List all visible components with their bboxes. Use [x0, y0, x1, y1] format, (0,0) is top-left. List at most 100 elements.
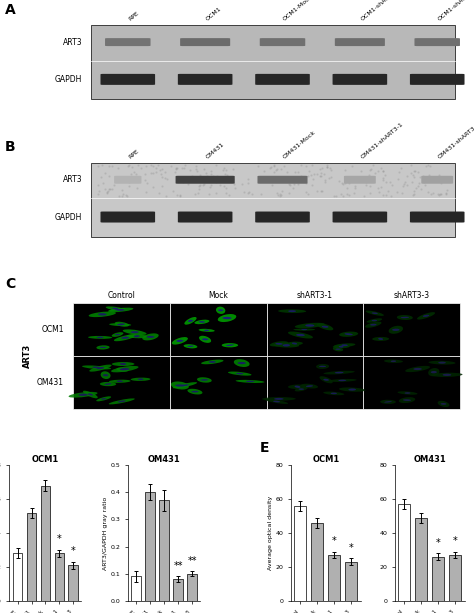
Point — [422, 180, 429, 190]
Point — [142, 188, 149, 197]
Point — [277, 177, 285, 186]
Point — [366, 165, 374, 175]
Text: OCM1-shART3-3: OCM1-shART3-3 — [437, 0, 474, 22]
Ellipse shape — [142, 333, 159, 340]
Point — [225, 190, 233, 200]
Point — [115, 164, 122, 173]
Point — [348, 161, 356, 171]
Bar — [398, 504, 410, 601]
Point — [200, 164, 208, 174]
Point — [319, 186, 326, 196]
Point — [323, 160, 330, 170]
Point — [98, 172, 105, 181]
Ellipse shape — [88, 394, 93, 395]
Ellipse shape — [378, 338, 383, 340]
FancyBboxPatch shape — [363, 303, 460, 356]
FancyBboxPatch shape — [105, 38, 151, 46]
Point — [219, 166, 227, 175]
Ellipse shape — [322, 326, 328, 328]
Point — [208, 166, 215, 176]
Ellipse shape — [372, 337, 389, 341]
Point — [147, 169, 155, 178]
Ellipse shape — [172, 337, 188, 345]
Point — [434, 189, 441, 199]
Ellipse shape — [339, 387, 365, 392]
Point — [142, 169, 149, 178]
Point — [229, 174, 237, 184]
Text: OCM1: OCM1 — [205, 6, 223, 22]
Ellipse shape — [100, 347, 107, 348]
FancyBboxPatch shape — [344, 176, 376, 184]
Bar — [187, 574, 197, 601]
Ellipse shape — [82, 365, 111, 370]
Point — [172, 164, 179, 173]
Point — [184, 179, 191, 189]
Point — [103, 188, 110, 197]
Point — [213, 172, 221, 181]
Ellipse shape — [131, 331, 139, 333]
FancyBboxPatch shape — [170, 356, 266, 409]
Bar — [131, 576, 141, 601]
Point — [104, 186, 112, 196]
Point — [333, 191, 340, 201]
Ellipse shape — [413, 368, 422, 370]
Point — [424, 188, 432, 197]
FancyBboxPatch shape — [91, 163, 456, 237]
Point — [158, 164, 166, 173]
Point — [379, 175, 387, 185]
Bar — [432, 557, 444, 601]
Text: C: C — [5, 277, 15, 291]
Ellipse shape — [301, 329, 307, 330]
Ellipse shape — [288, 384, 307, 389]
FancyBboxPatch shape — [73, 356, 170, 409]
Point — [425, 161, 432, 170]
Text: GAPDH: GAPDH — [55, 75, 82, 84]
Point — [437, 189, 444, 199]
Ellipse shape — [286, 341, 303, 345]
Bar — [311, 523, 323, 601]
Point — [337, 178, 345, 188]
Ellipse shape — [89, 311, 116, 317]
Ellipse shape — [121, 337, 129, 339]
Ellipse shape — [83, 390, 98, 398]
Ellipse shape — [114, 334, 137, 341]
Point — [212, 160, 219, 170]
Point — [384, 186, 392, 196]
Point — [193, 166, 201, 175]
Ellipse shape — [183, 344, 197, 348]
Point — [94, 189, 102, 199]
Point — [285, 180, 292, 189]
Point — [162, 167, 169, 177]
Point — [436, 175, 444, 185]
Ellipse shape — [175, 384, 184, 387]
Point — [286, 180, 294, 189]
Text: E: E — [260, 441, 269, 455]
Point — [199, 180, 207, 189]
Ellipse shape — [109, 379, 131, 383]
Y-axis label: Average optical density: Average optical density — [268, 496, 273, 570]
Point — [94, 161, 101, 171]
Point — [105, 171, 113, 181]
Ellipse shape — [226, 345, 234, 346]
Point — [403, 180, 411, 190]
Point — [362, 180, 370, 189]
Ellipse shape — [234, 359, 250, 367]
Point — [344, 183, 351, 193]
Point — [395, 167, 402, 177]
Point — [331, 191, 338, 201]
Ellipse shape — [274, 398, 283, 400]
Point — [431, 172, 438, 182]
Point — [278, 164, 285, 174]
Point — [246, 187, 253, 197]
Point — [105, 184, 112, 194]
Point — [399, 188, 406, 198]
Point — [162, 173, 169, 183]
Point — [273, 165, 280, 175]
Point — [371, 168, 378, 178]
Ellipse shape — [372, 320, 377, 321]
Point — [352, 174, 360, 184]
Point — [135, 160, 142, 170]
Ellipse shape — [338, 379, 346, 381]
Point — [133, 183, 141, 192]
Text: **: ** — [173, 561, 183, 571]
